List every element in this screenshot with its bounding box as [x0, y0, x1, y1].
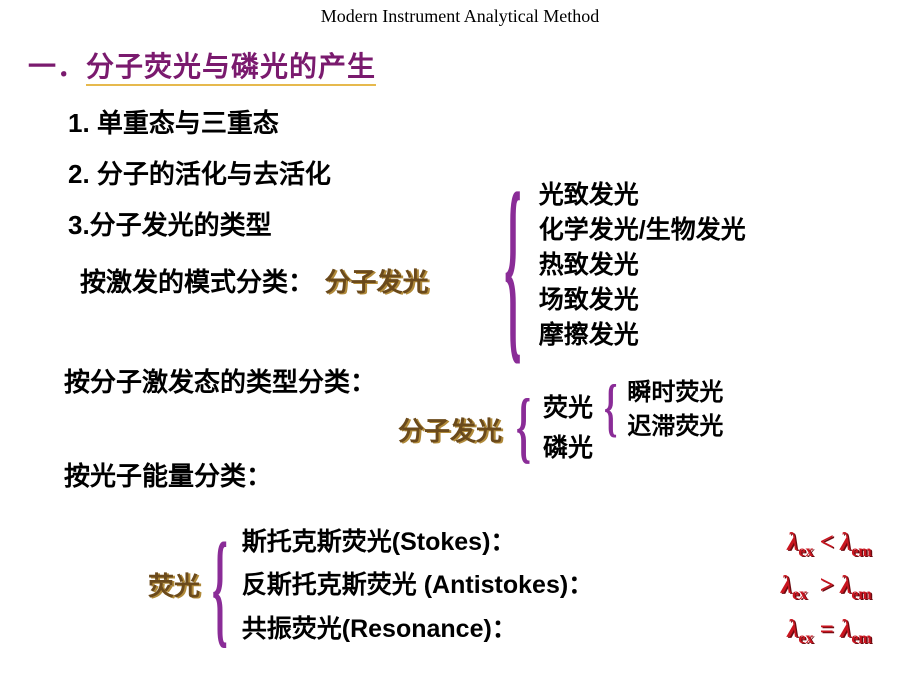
classify-mode-row: 按激发的模式分类： 分子发光 [80, 262, 428, 299]
fc-l1: λ [787, 616, 798, 643]
group3-brace-block: { 斯托克斯荧光(Stokes)： λex < λem 反斯托克斯荧光 (Ant… [212, 522, 872, 652]
group1-brace-block: { 光致发光 化学发光/生物发光 热致发光 场致发光 摩擦发光 [505, 178, 746, 353]
page-header: Modern Instrument Analytical Method [0, 6, 920, 27]
classify-energy: 按光子能量分类： [64, 456, 272, 493]
g3-row-a: 斯托克斯荧光(Stokes)： λex < λem [242, 522, 872, 565]
group2sub-items: 瞬时荧光 迟滞荧光 [627, 376, 723, 443]
g1-d: 场致发光 [539, 283, 746, 318]
formula-b: λex > λem [781, 565, 872, 608]
g2s-a: 瞬时荧光 [627, 376, 723, 410]
fa-em: em [851, 543, 871, 560]
g2-a: 荧光 [543, 388, 593, 428]
section-title-text: 分子荧光与磷光的产生 [86, 51, 376, 86]
g1-a: 光致发光 [539, 178, 746, 213]
group2-items: 荧光 磷光 [543, 388, 593, 468]
group2sub-brace-block: { 瞬时荧光 迟滞荧光 [604, 376, 723, 443]
item-2: 2. 分子的活化与去活化 [68, 154, 920, 191]
g2-b: 磷光 [543, 428, 593, 468]
g3-a-label: 斯托克斯荧光(Stokes)： [242, 522, 516, 565]
g3-row-c: 共振荧光(Resonance)： λex = λem [242, 609, 872, 652]
g1-e: 摩擦发光 [539, 318, 746, 353]
brace-2sub-icon: { [604, 373, 617, 445]
fc-em: em [851, 630, 871, 647]
fa-ex: ex [798, 543, 813, 560]
fb-ex: ex [792, 586, 807, 603]
mol-lumin-label-1: 分子发光 [324, 267, 428, 297]
fc-l2: λ [840, 616, 851, 643]
fb-l2: λ [840, 572, 851, 599]
brace-3-icon: { [212, 512, 228, 662]
fa-op: < [820, 529, 834, 556]
group3-items: 斯托克斯荧光(Stokes)： λex < λem 反斯托克斯荧光 (Antis… [242, 522, 872, 652]
g1-c: 热致发光 [539, 248, 746, 283]
formula-a: λex < λem [787, 522, 872, 565]
g3-c-label: 共振荧光(Resonance)： [242, 609, 517, 652]
fc-ex: ex [798, 630, 813, 647]
group2-brace-block: { 荧光 磷光 [516, 388, 593, 468]
fb-em: em [851, 586, 871, 603]
formula-c: λex = λem [787, 609, 872, 652]
g3-row-b: 反斯托克斯荧光 (Antistokes)： λex > λem [242, 565, 872, 608]
fa-l1: λ [787, 529, 798, 556]
mol-lumin-label-2: 分子发光 [398, 411, 502, 448]
fb-op: > [820, 572, 834, 599]
fb-l1: λ [781, 572, 792, 599]
classify-state: 按分子激发态的类型分类： [64, 362, 376, 399]
group1-items: 光致发光 化学发光/生物发光 热致发光 场致发光 摩擦发光 [539, 178, 746, 353]
fluor-text: 荧光 [148, 571, 200, 601]
g1-b: 化学发光/生物发光 [539, 213, 746, 248]
section-title: 一．分子荧光与磷光的产生 [28, 45, 920, 85]
fa-l2: λ [840, 529, 851, 556]
item-3: 3.分子发光的类型 [68, 205, 920, 242]
fluor-label: 荧光 [148, 566, 200, 603]
classify-mode: 按激发的模式分类： [80, 267, 314, 297]
brace-1-icon: { [504, 143, 521, 387]
fc-op: = [820, 616, 834, 643]
brace-2-icon: { [516, 382, 531, 474]
g2s-b: 迟滞荧光 [627, 410, 723, 444]
mol-lumin-text-2: 分子发光 [398, 416, 502, 446]
g3-b-label: 反斯托克斯荧光 (Antistokes)： [242, 565, 593, 608]
item-1: 1. 单重态与三重态 [68, 103, 920, 140]
section-prefix: 一． [28, 51, 86, 82]
